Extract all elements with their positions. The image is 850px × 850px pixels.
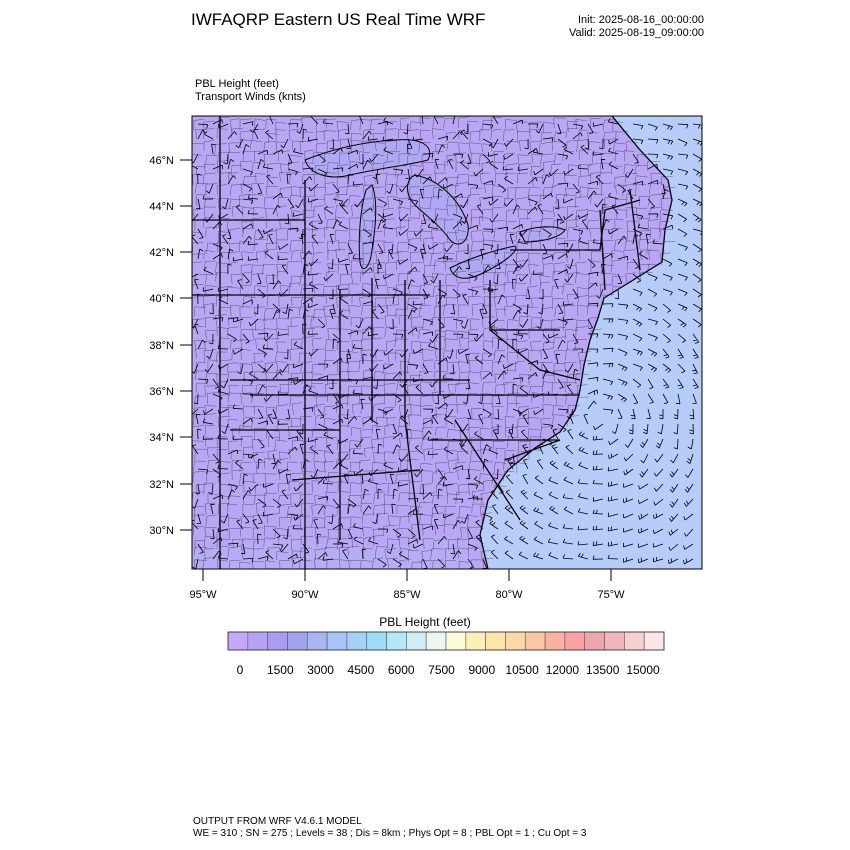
- lat-tick-label: 44°N: [149, 201, 174, 213]
- lat-tick-label: 46°N: [149, 155, 174, 167]
- colorbar-swatch: [247, 631, 268, 651]
- colorbar-label: 0: [237, 663, 244, 677]
- colorbar-label: 13500: [586, 663, 620, 677]
- field-label-pbl: PBL Height (feet): [195, 78, 279, 90]
- lat-tick-label: 42°N: [149, 247, 174, 259]
- colorbar-label: 1500: [267, 663, 294, 677]
- map-title: IWFAQRP Eastern US Real Time WRF: [191, 10, 486, 29]
- lake-huron: [407, 174, 469, 245]
- colorbar-swatch: [227, 631, 249, 651]
- lake-michigan: [358, 184, 377, 270]
- model-info-line-1: OUTPUT FROM WRF V4.6.1 MODEL: [193, 816, 362, 827]
- colorbar-swatch: [287, 631, 308, 651]
- coastline: [479, 116, 673, 569]
- colorbar-swatch: [406, 631, 427, 651]
- colorbar-swatch: [326, 631, 348, 651]
- valid-time: Valid: 2025-08-19_09:00:00: [569, 27, 704, 39]
- lon-tick-label: 90°W: [291, 589, 319, 601]
- longitude-axis: 95°W 90°W 85°W 80°W 75°W: [189, 569, 625, 601]
- model-info-line-2: WE = 310 ; SN = 275 ; Levels = 38 ; Dis …: [193, 828, 587, 839]
- lat-tick-label: 36°N: [149, 386, 174, 398]
- colorbar-swatch: [425, 631, 447, 651]
- field-label-winds: Transport Winds (knts): [195, 91, 306, 103]
- wind-barbs: [192, 116, 702, 569]
- colorbar-swatch: [604, 631, 625, 651]
- colorbar-label: 12000: [546, 663, 580, 677]
- colorbar-swatch: [485, 631, 506, 651]
- lon-tick-label: 80°W: [495, 589, 523, 601]
- lake-superior: [304, 139, 431, 178]
- colorbar-label: 10500: [505, 663, 539, 677]
- colorbar-swatch: [584, 631, 605, 651]
- lat-tick-label: 30°N: [149, 525, 174, 537]
- colorbar-swatch: [643, 631, 665, 651]
- colorbar-label: 15000: [626, 663, 660, 677]
- colorbar-label: 3000: [307, 663, 334, 677]
- colorbar-swatch: [624, 631, 645, 651]
- init-time: Init: 2025-08-16_00:00:00: [578, 14, 704, 26]
- colorbar-swatch: [544, 631, 566, 651]
- latitude-axis: 46°N 44°N 42°N 40°N 38°N 36°N 34°N 32°N 30°N: [149, 155, 192, 537]
- colorbar-label: 4500: [348, 663, 375, 677]
- lon-tick-label: 75°W: [597, 589, 625, 601]
- colorbar-label: 7500: [428, 663, 455, 677]
- colorbar-swatch: [465, 631, 486, 651]
- colorbar-label: 6000: [388, 663, 415, 677]
- colorbar-swatch: [267, 631, 288, 651]
- lat-tick-label: 38°N: [149, 340, 174, 352]
- lon-tick-label: 85°W: [393, 589, 421, 601]
- map-frame: [191, 115, 703, 570]
- lat-tick-label: 34°N: [149, 432, 174, 444]
- lake-erie: [449, 245, 517, 279]
- colorbar-label: 9000: [468, 663, 495, 677]
- colorbar-swatch: [306, 631, 328, 651]
- lon-tick-label: 95°W: [189, 589, 217, 601]
- map-area: [192, 116, 702, 569]
- colorbar-swatch: [366, 631, 387, 651]
- colorbar-swatch: [505, 631, 526, 651]
- county-boundaries: [192, 116, 676, 569]
- colorbar-swatch: [445, 631, 467, 651]
- lat-tick-label: 32°N: [149, 479, 174, 491]
- colorbar-title: PBL Height (feet): [379, 615, 471, 629]
- colorbar-swatch: [564, 631, 586, 651]
- colorbar-swatch: [524, 631, 546, 651]
- lat-tick-label: 40°N: [149, 293, 174, 305]
- colorbar-swatch: [346, 631, 368, 651]
- colorbar: 0 1500 3000 4500 6000 7500 9000 10500 12000 13500…: [227, 631, 665, 677]
- colorbar-swatch: [386, 631, 407, 651]
